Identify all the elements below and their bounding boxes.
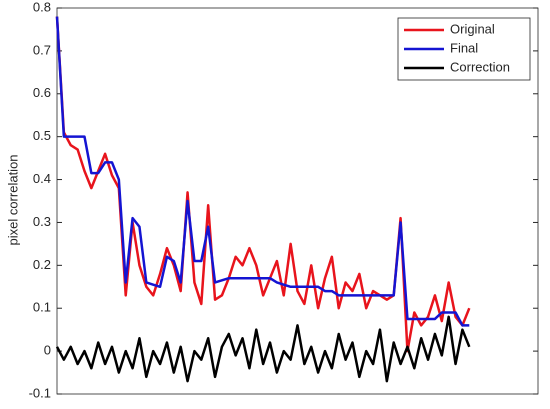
legend-box — [397, 17, 531, 81]
legend-label: Original — [450, 21, 495, 36]
series-line — [55, 315, 471, 383]
y-axis-label: pixel correlation — [5, 154, 20, 245]
y-tick-label: 0.4 — [33, 171, 51, 186]
y-tick-label: -0.1 — [29, 385, 51, 400]
y-tick-label: 0.8 — [33, 0, 51, 14]
y-tick-label: 0 — [44, 343, 51, 358]
y-tick-label: 0.1 — [33, 300, 51, 315]
legend-label: Correction — [450, 59, 510, 74]
series-line — [55, 16, 471, 353]
y-tick-label: 0.2 — [33, 257, 51, 272]
y-tick-label: 0.5 — [33, 128, 51, 143]
y-tick-label: 0.3 — [33, 214, 51, 229]
series-line — [55, 16, 470, 327]
y-tick-label: 0.6 — [33, 85, 51, 100]
y-tick-label: 0.7 — [33, 42, 51, 57]
legend-label: Final — [450, 40, 478, 55]
